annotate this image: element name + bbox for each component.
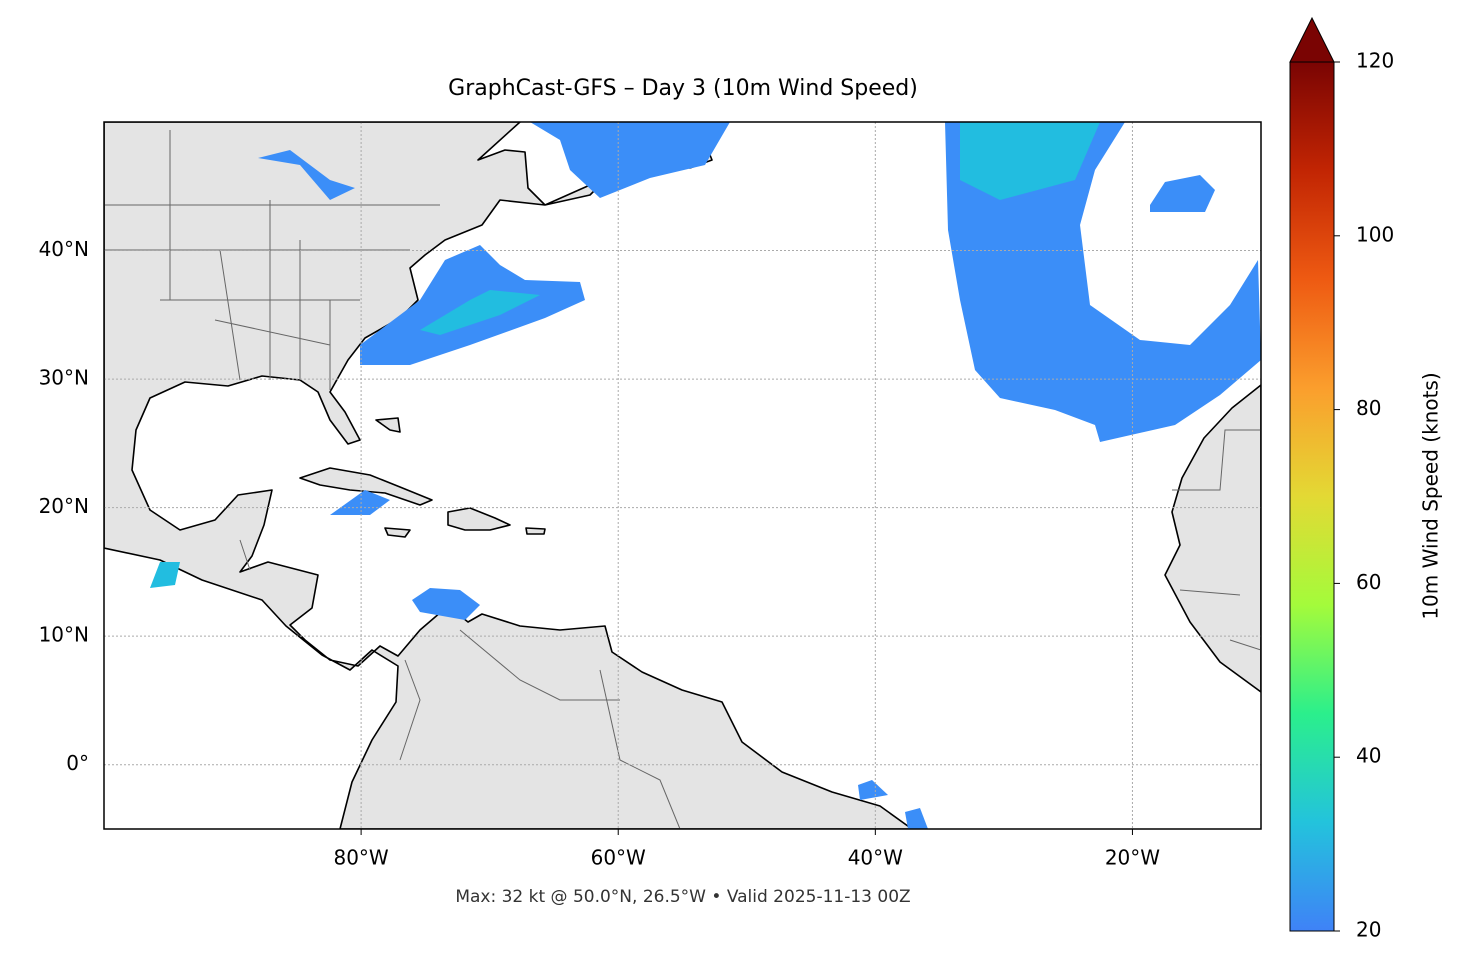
colorbar-tick-label: 60 bbox=[1356, 570, 1381, 594]
land bbox=[525, 527, 546, 535]
land bbox=[375, 417, 401, 433]
colorbar-tick-label: 120 bbox=[1356, 49, 1394, 73]
land bbox=[447, 507, 511, 531]
colorbar-tick-label: 40 bbox=[1356, 744, 1381, 768]
x-tick-label: 60°W bbox=[591, 846, 646, 870]
land bbox=[299, 467, 433, 506]
map bbox=[104, 122, 1261, 829]
y-tick-label: 10°N bbox=[39, 623, 89, 647]
colorbar bbox=[1289, 61, 1335, 932]
y-tick-label: 0° bbox=[66, 751, 89, 775]
land bbox=[104, 122, 913, 829]
borders bbox=[104, 130, 1261, 829]
colorbar-tick-label: 80 bbox=[1356, 396, 1381, 420]
grid bbox=[104, 122, 1261, 829]
y-tick-label: 30°N bbox=[39, 366, 89, 390]
colorbar-tick-label: 100 bbox=[1356, 222, 1394, 246]
map-frame bbox=[103, 121, 1262, 830]
chart-title: GraphCast-GFS – Day 3 (10m Wind Speed) bbox=[448, 76, 918, 101]
colorbar-label: 10m Wind Speed (knots) bbox=[1419, 372, 1443, 619]
y-tick-label: 40°N bbox=[39, 237, 89, 261]
colorbar-extend bbox=[1289, 16, 1335, 63]
land bbox=[384, 527, 411, 538]
colorbar-tick-label: 20 bbox=[1356, 918, 1381, 942]
x-tick-label: 40°W bbox=[848, 846, 903, 870]
y-tick-label: 20°N bbox=[39, 494, 89, 518]
footnote: Max: 32 kt @ 50.0°N, 26.5°W • Valid 2025… bbox=[455, 887, 910, 907]
wind-field bbox=[150, 122, 1261, 829]
land bbox=[1164, 384, 1261, 693]
x-tick-label: 80°W bbox=[333, 846, 388, 870]
x-tick-label: 20°W bbox=[1105, 846, 1160, 870]
